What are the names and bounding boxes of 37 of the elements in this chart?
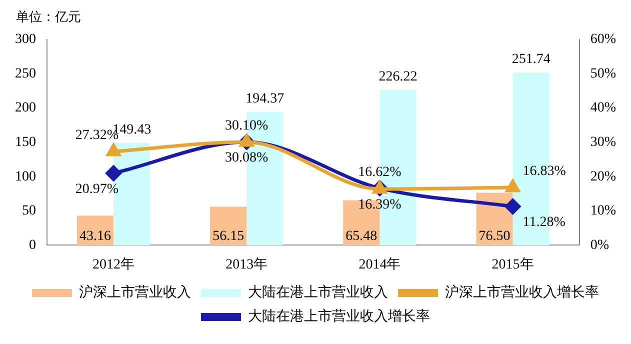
x-tick-label: 2012年 <box>92 256 135 272</box>
y2-tick-label: 10% <box>590 204 616 219</box>
data-label: 194.37 <box>246 92 284 107</box>
y2-tick-label: 30% <box>590 134 616 150</box>
y-tick-label: 200 <box>15 100 36 116</box>
data-label: 16.83% <box>522 164 566 180</box>
y2-tick-label: 50% <box>590 66 616 82</box>
y2-tick-label: 0% <box>590 238 610 253</box>
data-label: 30.08% <box>225 150 269 166</box>
y-axis-title: 单位：亿元 <box>15 9 82 27</box>
data-label: 56.15 <box>212 228 244 244</box>
y-tick-label: 150 <box>15 134 36 150</box>
x-tick-label: 2013年 <box>226 256 268 272</box>
legend-label: 大陆在港上市营业收入 <box>248 284 388 301</box>
y-tick-label: 0 <box>29 238 36 253</box>
y-tick-label: 100 <box>15 169 36 184</box>
y2-tick-label: 20% <box>590 169 616 184</box>
y-tick-label: 50 <box>22 204 36 219</box>
y2-tick-label: 60% <box>590 32 616 48</box>
y2-tick-label: 40% <box>590 100 616 116</box>
legend-label: 大陆在港上市营业收入增长率 <box>248 308 430 325</box>
data-label: 16.39% <box>358 198 402 213</box>
y-tick-label: 300 <box>15 32 36 48</box>
x-tick-label: 2015年 <box>492 256 534 272</box>
data-label: 43.16 <box>79 228 111 244</box>
data-label: 65.48 <box>346 228 378 244</box>
data-label: 20.97% <box>75 182 119 197</box>
data-label: 226.22 <box>378 70 418 85</box>
data-label: 11.28% <box>522 215 566 230</box>
y-tick-label: 250 <box>15 66 36 82</box>
legend-label: 沪深上市营业收入增长率 <box>445 284 599 301</box>
data-label: 16.62% <box>358 164 402 180</box>
x-tick-label: 2014年 <box>358 256 401 272</box>
legend-label: 沪深上市营业收入 <box>79 284 191 301</box>
data-label: 251.74 <box>512 52 550 68</box>
data-label: 76.50 <box>478 228 510 244</box>
data-label: 30.10% <box>225 118 269 134</box>
